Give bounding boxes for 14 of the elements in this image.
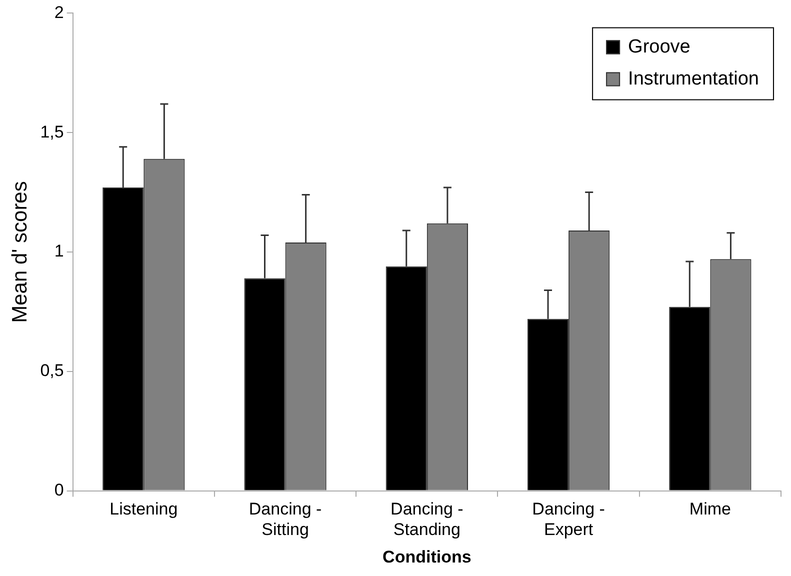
y-tick-label: 1,5 xyxy=(40,122,64,142)
y-tick-label: 1 xyxy=(54,242,64,261)
legend-label: Groove xyxy=(628,36,690,58)
x-tick-label: Listening xyxy=(110,500,178,519)
legend-label: Instrumentation xyxy=(628,68,760,90)
y-axis-title: Mean d' scores xyxy=(8,181,32,323)
x-axis-title: Conditions xyxy=(382,547,472,566)
x-tick-label: Mime xyxy=(689,500,731,519)
y-tick-label: 0 xyxy=(54,480,64,500)
y-tick-label: 2 xyxy=(54,2,64,22)
x-tick-label: Dancing - Sitting xyxy=(248,500,322,540)
x-tick-label: Dancing - Expert xyxy=(532,500,605,540)
x-tick-label: Dancing - Standing xyxy=(390,500,464,540)
y-tick-label: 0,5 xyxy=(40,361,64,380)
